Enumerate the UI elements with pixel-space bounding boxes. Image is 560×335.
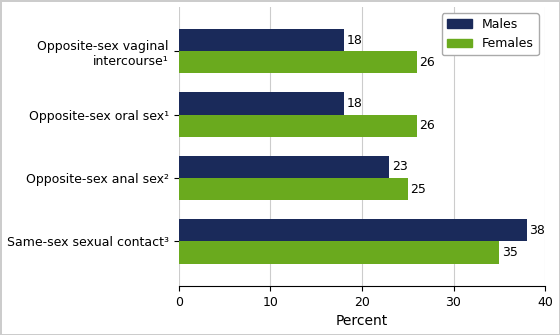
Text: 23: 23 [392, 160, 408, 174]
Text: 25: 25 [410, 183, 426, 196]
Text: 38: 38 [530, 224, 545, 237]
Bar [179, 51, 417, 73]
Bar [179, 156, 389, 178]
Text: 26: 26 [419, 119, 435, 132]
Text: 35: 35 [502, 246, 518, 259]
Text: 18: 18 [346, 97, 362, 110]
Text: 26: 26 [419, 56, 435, 69]
X-axis label: Percent: Percent [336, 314, 388, 328]
Legend: Males, Females: Males, Females [442, 13, 539, 56]
Bar [179, 29, 344, 51]
Bar [179, 178, 408, 200]
Text: 18: 18 [346, 34, 362, 47]
Bar [179, 115, 417, 137]
Bar [179, 219, 527, 242]
Bar [179, 242, 500, 264]
Bar [179, 92, 344, 115]
